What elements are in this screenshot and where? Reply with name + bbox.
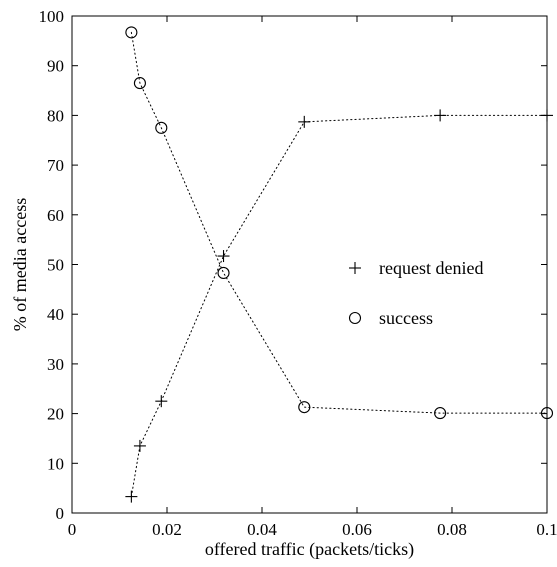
y-tick-label: 100 xyxy=(39,7,65,26)
data-point-request-denied xyxy=(155,395,168,408)
x-tick-label: 0.1 xyxy=(536,520,557,539)
data-point-success xyxy=(125,26,138,39)
x-tick-label: 0 xyxy=(68,520,77,539)
data-point-success xyxy=(298,401,311,414)
data-point-success xyxy=(155,121,168,134)
y-axis-label: % of media access xyxy=(10,198,30,331)
plot-axes: 0 0.02 0.04 0.06 0.08 0.1 0 10 20 30 40 50 60 70 80 90… xyxy=(39,7,557,539)
data-point-success xyxy=(434,407,447,420)
data-point-success xyxy=(217,266,230,279)
y-tick-label: 20 xyxy=(47,405,64,424)
legend-symbol xyxy=(348,311,362,325)
legend-symbol xyxy=(349,262,361,274)
data-point-request-denied xyxy=(298,115,311,128)
y-tick-label: 50 xyxy=(47,256,64,275)
series-success xyxy=(125,26,554,420)
legend: request denied success xyxy=(348,258,483,328)
x-tick-label: 0.02 xyxy=(152,520,182,539)
legend-marker-request-denied xyxy=(349,262,361,274)
series-line-success xyxy=(130,31,548,414)
y-tick-label: 60 xyxy=(47,206,64,225)
y-tick-label: 80 xyxy=(47,106,64,125)
y-tick-label: 40 xyxy=(47,305,64,324)
data-point-request-denied xyxy=(541,109,553,122)
data-point-success xyxy=(133,77,146,90)
data-point-request-denied xyxy=(125,490,138,503)
series-layer xyxy=(125,26,554,503)
x-axis-ticks: 0 0.02 0.04 0.06 0.08 0.1 xyxy=(68,16,557,539)
series-line-request-denied xyxy=(130,114,548,498)
data-point-request-denied xyxy=(217,250,230,263)
x-axis-label: offered traffic (packets/ticks) xyxy=(205,539,414,560)
y-tick-label: 70 xyxy=(47,156,64,175)
x-tick-label: 0.06 xyxy=(342,520,372,539)
data-point-success xyxy=(540,407,554,420)
y-tick-label: 90 xyxy=(47,57,64,76)
legend-marker-success xyxy=(348,311,362,325)
data-point-request-denied xyxy=(133,439,146,452)
x-tick-label: 0.08 xyxy=(437,520,467,539)
x-tick-label: 0.04 xyxy=(247,520,277,539)
y-axis-ticks: 0 10 20 30 40 50 60 70 80 90 100 xyxy=(39,7,547,523)
legend-label-success: success xyxy=(379,308,433,328)
y-tick-label: 30 xyxy=(47,355,64,374)
data-point-request-denied xyxy=(434,109,447,122)
y-tick-label: 0 xyxy=(56,504,65,523)
legend-label-request-denied: request denied xyxy=(379,258,483,278)
y-tick-label: 10 xyxy=(47,454,64,473)
series-request-denied xyxy=(125,109,553,503)
